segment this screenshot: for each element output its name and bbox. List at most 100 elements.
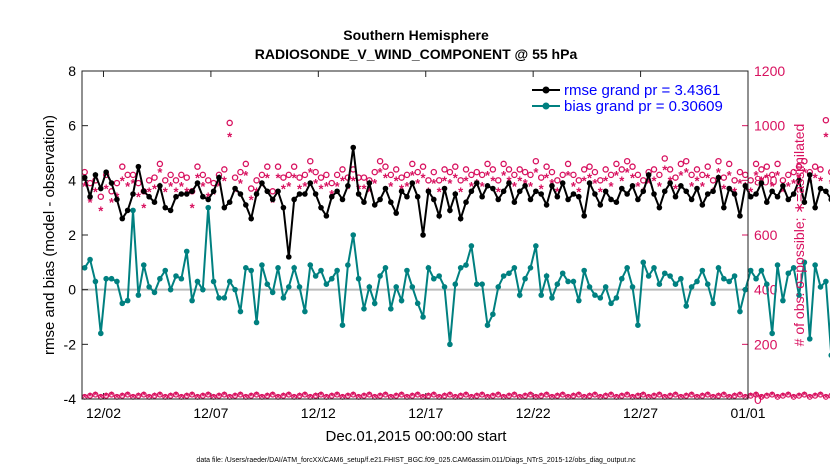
obs-count-assimilated-marker: * bbox=[260, 392, 265, 404]
obs-count-possible-marker bbox=[672, 391, 679, 398]
obs-possible-point bbox=[709, 177, 717, 184]
obs-assimilated-point: * bbox=[276, 171, 282, 186]
obs-assimilated-point: * bbox=[340, 173, 346, 188]
obs-count-assimilated-marker: * bbox=[88, 391, 93, 403]
obs-assimilated-point: * bbox=[678, 168, 684, 183]
bias-point bbox=[624, 265, 630, 271]
rmse-point bbox=[420, 232, 426, 238]
obs-assimilated-point: * bbox=[646, 176, 652, 191]
bias-point bbox=[447, 341, 453, 348]
obs-possible-point bbox=[575, 177, 583, 184]
obs-assimilated-point: * bbox=[673, 182, 679, 197]
obs-count-possible-marker bbox=[667, 392, 674, 399]
rmse-point bbox=[447, 207, 453, 214]
bias-point bbox=[232, 286, 238, 293]
rmse-point bbox=[694, 185, 700, 192]
obs-assimilated-point: * bbox=[335, 179, 341, 194]
bias-point bbox=[167, 286, 174, 293]
rmse-point bbox=[624, 191, 630, 197]
obs-assimilated-point: * bbox=[609, 179, 615, 194]
obs-count-assimilated-marker: * bbox=[163, 392, 168, 404]
obs-count-possible-marker bbox=[446, 391, 453, 398]
obs-count-assimilated-marker: * bbox=[485, 392, 490, 404]
obs-count-possible-marker bbox=[108, 391, 115, 398]
bias-point bbox=[216, 295, 222, 301]
obs-count-assimilated-marker: * bbox=[668, 391, 673, 403]
rmse-point bbox=[388, 199, 394, 205]
obs-possible-point bbox=[559, 171, 566, 179]
rmse-point bbox=[823, 188, 829, 195]
obs-count-possible-marker bbox=[495, 391, 502, 398]
obs-assimilated-point: * bbox=[292, 171, 298, 186]
obs-assimilated-point: * bbox=[286, 179, 292, 194]
obs-count-assimilated-marker: * bbox=[491, 391, 496, 403]
obs-assimilated-point: * bbox=[463, 173, 469, 188]
obs-count-assimilated-marker: * bbox=[83, 392, 88, 404]
rmse-point bbox=[549, 183, 555, 189]
rmse-point bbox=[302, 191, 308, 197]
obs-count-assimilated-marker: * bbox=[749, 391, 754, 403]
rmse-point bbox=[737, 213, 743, 219]
obs-possible-point bbox=[537, 174, 545, 181]
obs-possible-point bbox=[151, 174, 158, 181]
bias-point bbox=[737, 308, 743, 315]
bias-point bbox=[570, 278, 577, 285]
rmse-point bbox=[189, 188, 195, 195]
obs-assimilated-point: * bbox=[630, 171, 636, 186]
obs-possible-point bbox=[801, 157, 808, 165]
obs-count-assimilated-marker: * bbox=[281, 391, 286, 403]
rmse-point bbox=[801, 199, 808, 205]
rmse-point bbox=[162, 204, 169, 211]
rmse-point bbox=[371, 202, 378, 208]
obs-count-possible-marker bbox=[215, 392, 222, 399]
obs-count-possible-marker bbox=[634, 392, 641, 399]
obs-assimilated-point: * bbox=[544, 171, 550, 186]
obs-count-assimilated-marker: * bbox=[405, 392, 410, 404]
obs-possible-point bbox=[752, 160, 760, 168]
rmse-point bbox=[87, 193, 93, 200]
bias-point bbox=[307, 262, 314, 268]
rmse-point bbox=[210, 188, 217, 195]
bias-point bbox=[221, 295, 228, 301]
bias-point bbox=[543, 273, 550, 279]
obs-count-possible-marker bbox=[779, 392, 786, 399]
obs-count-assimilated-marker: * bbox=[244, 392, 249, 404]
obs-count-assimilated-marker: * bbox=[442, 391, 447, 403]
obs-possible-point bbox=[161, 177, 169, 184]
obs-possible-point bbox=[795, 163, 803, 170]
obs-assimilated-point: * bbox=[190, 201, 196, 216]
x-tick-label: 12/17 bbox=[408, 405, 443, 421]
obs-assimilated-point: * bbox=[614, 168, 620, 183]
rmse-point bbox=[490, 185, 496, 192]
obs-possible-point bbox=[661, 155, 669, 162]
obs-assimilated-point: * bbox=[345, 182, 351, 197]
obs-count-possible-marker bbox=[699, 392, 706, 399]
obs-assimilated-point: * bbox=[195, 171, 201, 186]
obs-assimilated-point: * bbox=[270, 195, 276, 210]
obs-possible-point bbox=[564, 160, 572, 168]
obs-count-assimilated-marker: * bbox=[249, 391, 254, 403]
bias-point bbox=[371, 300, 378, 307]
obs-assimilated-point: * bbox=[555, 184, 561, 199]
bias-point bbox=[645, 273, 652, 279]
obs-assimilated-point: * bbox=[421, 171, 427, 186]
rmse-point bbox=[393, 210, 400, 216]
obs-possible-point bbox=[473, 168, 481, 176]
obs-possible-point bbox=[478, 171, 486, 179]
rmse-point bbox=[323, 213, 330, 219]
obs-assimilated-point: * bbox=[694, 173, 700, 188]
obs-count-assimilated-marker: * bbox=[754, 390, 759, 402]
rmse-point bbox=[672, 193, 679, 200]
obs-possible-point bbox=[371, 168, 378, 176]
rmse-point bbox=[457, 215, 464, 222]
rmse-point bbox=[355, 191, 362, 197]
obs-assimilated-point: * bbox=[689, 179, 695, 194]
rmse-point bbox=[565, 196, 571, 203]
bias-point bbox=[629, 284, 636, 290]
obs-count-assimilated-marker: * bbox=[722, 390, 727, 402]
obs-possible-point bbox=[135, 179, 142, 187]
obs-assimilated-point: * bbox=[120, 173, 126, 188]
rmse-point bbox=[688, 196, 695, 203]
bias-point bbox=[661, 270, 668, 277]
obs-count-possible-marker bbox=[806, 393, 813, 400]
